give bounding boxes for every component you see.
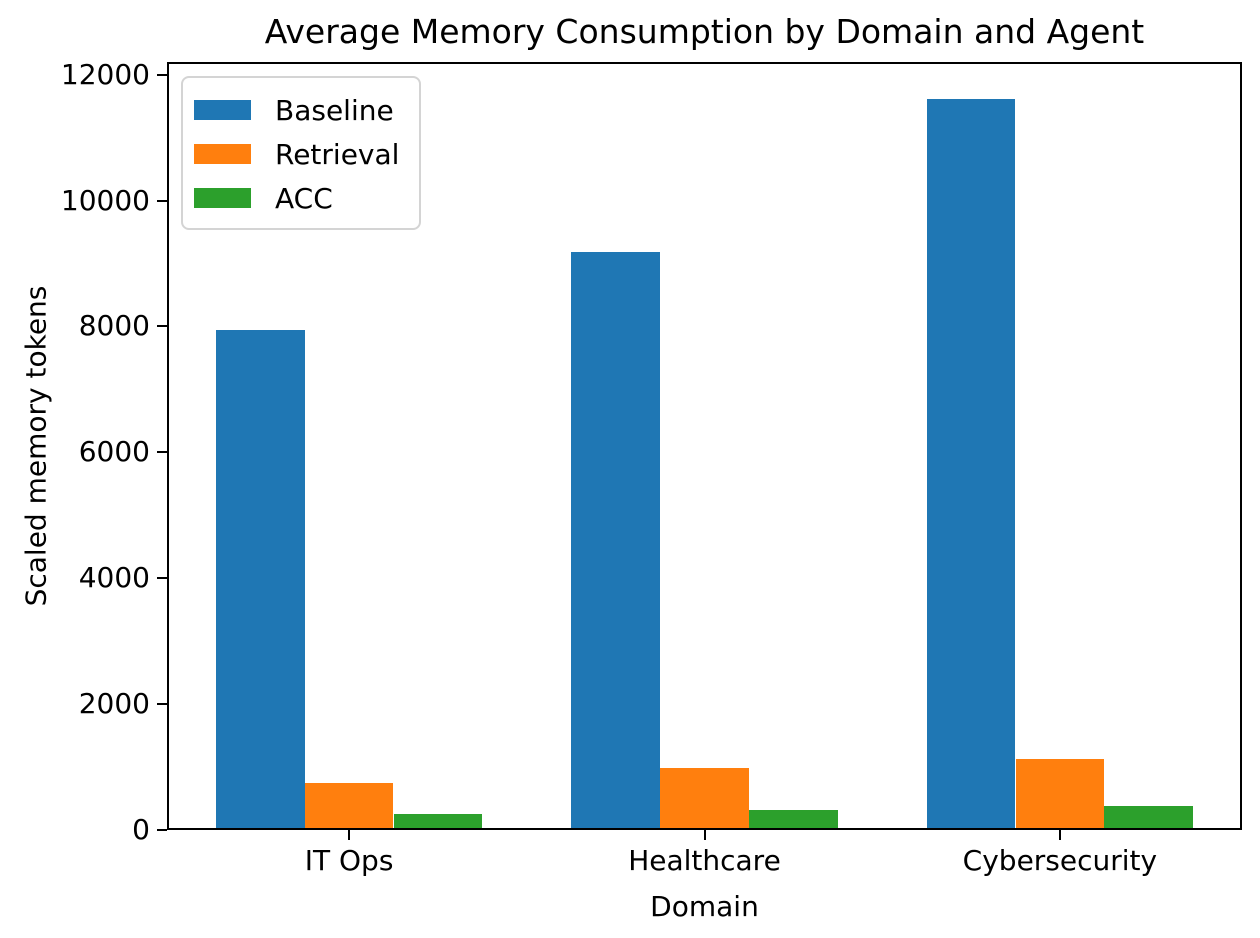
x-tick-label-cybersecurity: Cybersecurity bbox=[962, 844, 1158, 877]
bar-acc-cybersecurity bbox=[1104, 806, 1194, 830]
legend-swatch-baseline bbox=[194, 100, 251, 120]
y-tick-label: 0 bbox=[132, 813, 150, 846]
bar-retrieval-healthcare bbox=[660, 768, 749, 830]
legend-swatch-acc bbox=[194, 188, 251, 208]
y-tick-label: 10000 bbox=[60, 183, 150, 217]
legend-label-retrieval: Retrieval bbox=[275, 137, 400, 171]
legend-item-baseline: Baseline bbox=[194, 88, 399, 132]
x-tick-mark bbox=[348, 830, 351, 840]
x-tick-mark bbox=[1058, 830, 1061, 840]
chart-title: Average Memory Consumption by Domain and… bbox=[264, 12, 1145, 51]
y-tick-label: 12000 bbox=[60, 57, 150, 91]
legend-item-retrieval: Retrieval bbox=[194, 132, 399, 176]
y-tick-mark bbox=[157, 829, 167, 831]
bar-retrieval-cybersecurity bbox=[1015, 759, 1105, 830]
x-axis-label: Domain bbox=[650, 890, 759, 923]
y-tick-mark bbox=[157, 73, 167, 76]
y-tick-mark bbox=[157, 325, 167, 328]
y-tick-label: 2000 bbox=[78, 687, 150, 721]
legend-label-acc: ACC bbox=[275, 181, 333, 215]
y-tick-mark bbox=[157, 451, 167, 454]
bar-baseline-it-ops bbox=[215, 329, 305, 830]
y-tick-mark bbox=[157, 199, 167, 202]
legend-item-acc: ACC bbox=[194, 176, 399, 220]
x-tick-label-healthcare: Healthcare bbox=[628, 844, 781, 877]
bar-baseline-healthcare bbox=[571, 251, 660, 830]
legend: Baseline Retrieval ACC bbox=[181, 76, 422, 230]
bar-retrieval-it-ops bbox=[304, 782, 394, 830]
bar-baseline-cybersecurity bbox=[926, 98, 1016, 830]
y-tick-label: 6000 bbox=[78, 435, 150, 469]
legend-label-baseline: Baseline bbox=[275, 93, 394, 127]
y-axis-label: Scaled memory tokens bbox=[19, 285, 53, 607]
y-tick-mark bbox=[157, 703, 167, 706]
x-tick-label-it-ops: IT Ops bbox=[304, 844, 394, 877]
x-tick-mark bbox=[703, 830, 706, 840]
legend-swatch-retrieval bbox=[194, 144, 251, 164]
y-tick-mark bbox=[157, 577, 167, 580]
bar-acc-it-ops bbox=[393, 813, 483, 830]
y-tick-label: 8000 bbox=[78, 309, 150, 343]
y-tick-label: 4000 bbox=[78, 561, 150, 595]
bar-acc-healthcare bbox=[748, 810, 838, 830]
